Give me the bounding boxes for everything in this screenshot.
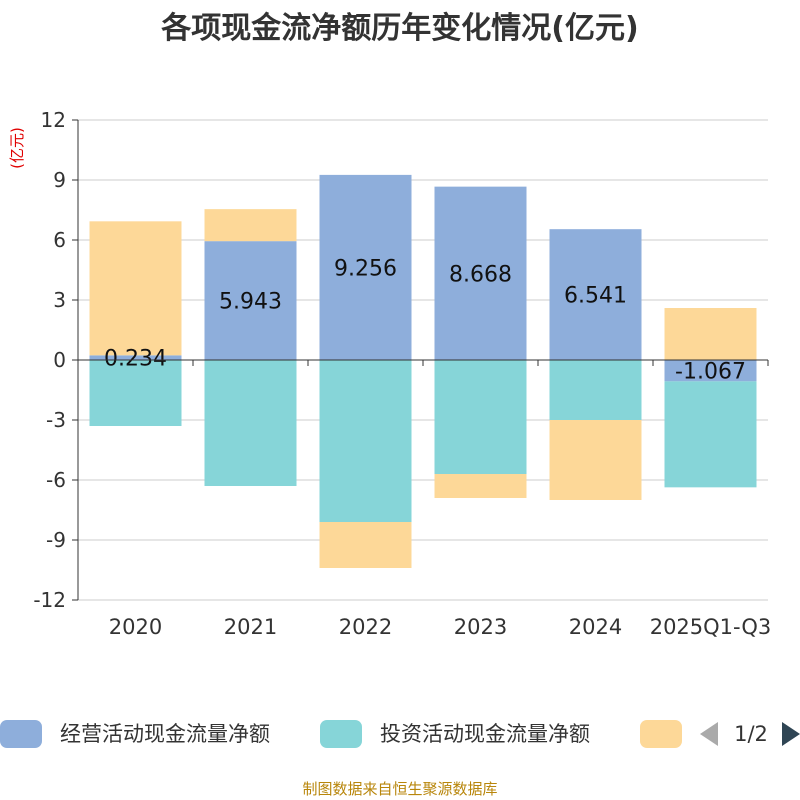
data-source: 制图数据来自恒生聚源数据库 — [302, 780, 497, 798]
bar-2021-series-2 — [204, 209, 297, 242]
legend-prev-arrow-icon — [700, 722, 718, 746]
y-tick-label-7: -9 — [46, 528, 66, 552]
bar-2020-series-1 — [89, 360, 182, 426]
bar-2022-series-0 — [319, 174, 412, 360]
x-tick-label-3: 2023 — [454, 615, 507, 639]
data-label-2025Q1-Q3: -1.067 — [675, 360, 746, 385]
data-label-2020: 0.234 — [104, 347, 167, 372]
bar-2023-series-0 — [434, 186, 527, 360]
bar-2022-series-2 — [319, 522, 412, 568]
x-tick-label-4: 2024 — [569, 615, 622, 639]
x-tick-label-1: 2021 — [224, 615, 277, 639]
bar-series — [89, 174, 757, 568]
legend-swatch-2 — [640, 720, 682, 748]
bar-2020-series-2 — [89, 221, 182, 356]
bar-2021-series-0 — [204, 241, 297, 360]
legend-swatch-0 — [0, 720, 42, 748]
y-tick-label-2: 6 — [53, 228, 66, 252]
x-tick-label-2: 2022 — [339, 615, 392, 639]
legend-next-arrow-icon — [782, 722, 800, 746]
legend-swatch-1 — [320, 720, 362, 748]
bar-2024-series-1 — [549, 360, 642, 420]
bar-2021-series-1 — [204, 360, 297, 486]
legend[interactable]: 经营活动现金流量净额 投资活动现金流量净额 1/2 — [0, 720, 800, 748]
y-axis-unit: (亿元) — [8, 127, 26, 169]
bar-2022-series-1 — [319, 360, 412, 522]
data-label-2023: 8.668 — [449, 262, 512, 287]
y-tick-label-6: -6 — [46, 468, 66, 492]
y-tick-label-4: 0 — [53, 348, 66, 372]
bar-2025Q1-Q3-series-2 — [664, 308, 757, 360]
bar-2025Q1-Q3-series-1 — [664, 381, 757, 488]
x-tick-label-0: 2020 — [109, 615, 162, 639]
y-tick-label-1: 9 — [53, 168, 66, 192]
bar-2023-series-2 — [434, 474, 527, 498]
bar-2023-series-1 — [434, 360, 527, 474]
bar-2024-series-2 — [549, 420, 642, 500]
bar-2025Q1-Q3-series-0 — [664, 360, 757, 382]
y-tick-label-5: -3 — [46, 408, 66, 432]
x-tick-label-5: 2025Q1-Q3 — [650, 615, 772, 639]
data-label-2021: 5.943 — [219, 290, 282, 315]
data-labels: 0.234 5.943 9.256 8.668 6.541 -1.067 — [104, 256, 746, 384]
data-label-2024: 6.541 — [564, 284, 627, 309]
axes: 12 9 6 3 0 -3 -6 -9 -12 2020 2021 2022 2023 2024 2025Q… — [33, 108, 771, 639]
y-tick-label-3: 3 — [53, 288, 66, 312]
y-tick-label-8: -12 — [33, 588, 66, 612]
legend-page-indicator: 1/2 — [734, 722, 768, 746]
data-label-2022: 9.256 — [334, 256, 397, 281]
legend-label-1: 投资活动现金流量净额 — [380, 722, 590, 746]
legend-label-0: 经营活动现金流量净额 — [60, 722, 270, 746]
bar-2020-series-0 — [89, 355, 182, 360]
chart-title: 各项现金流净额历年变化情况(亿元) — [160, 11, 638, 46]
y-tick-label-0: 12 — [41, 108, 66, 132]
bar-2024-series-0 — [549, 229, 642, 360]
